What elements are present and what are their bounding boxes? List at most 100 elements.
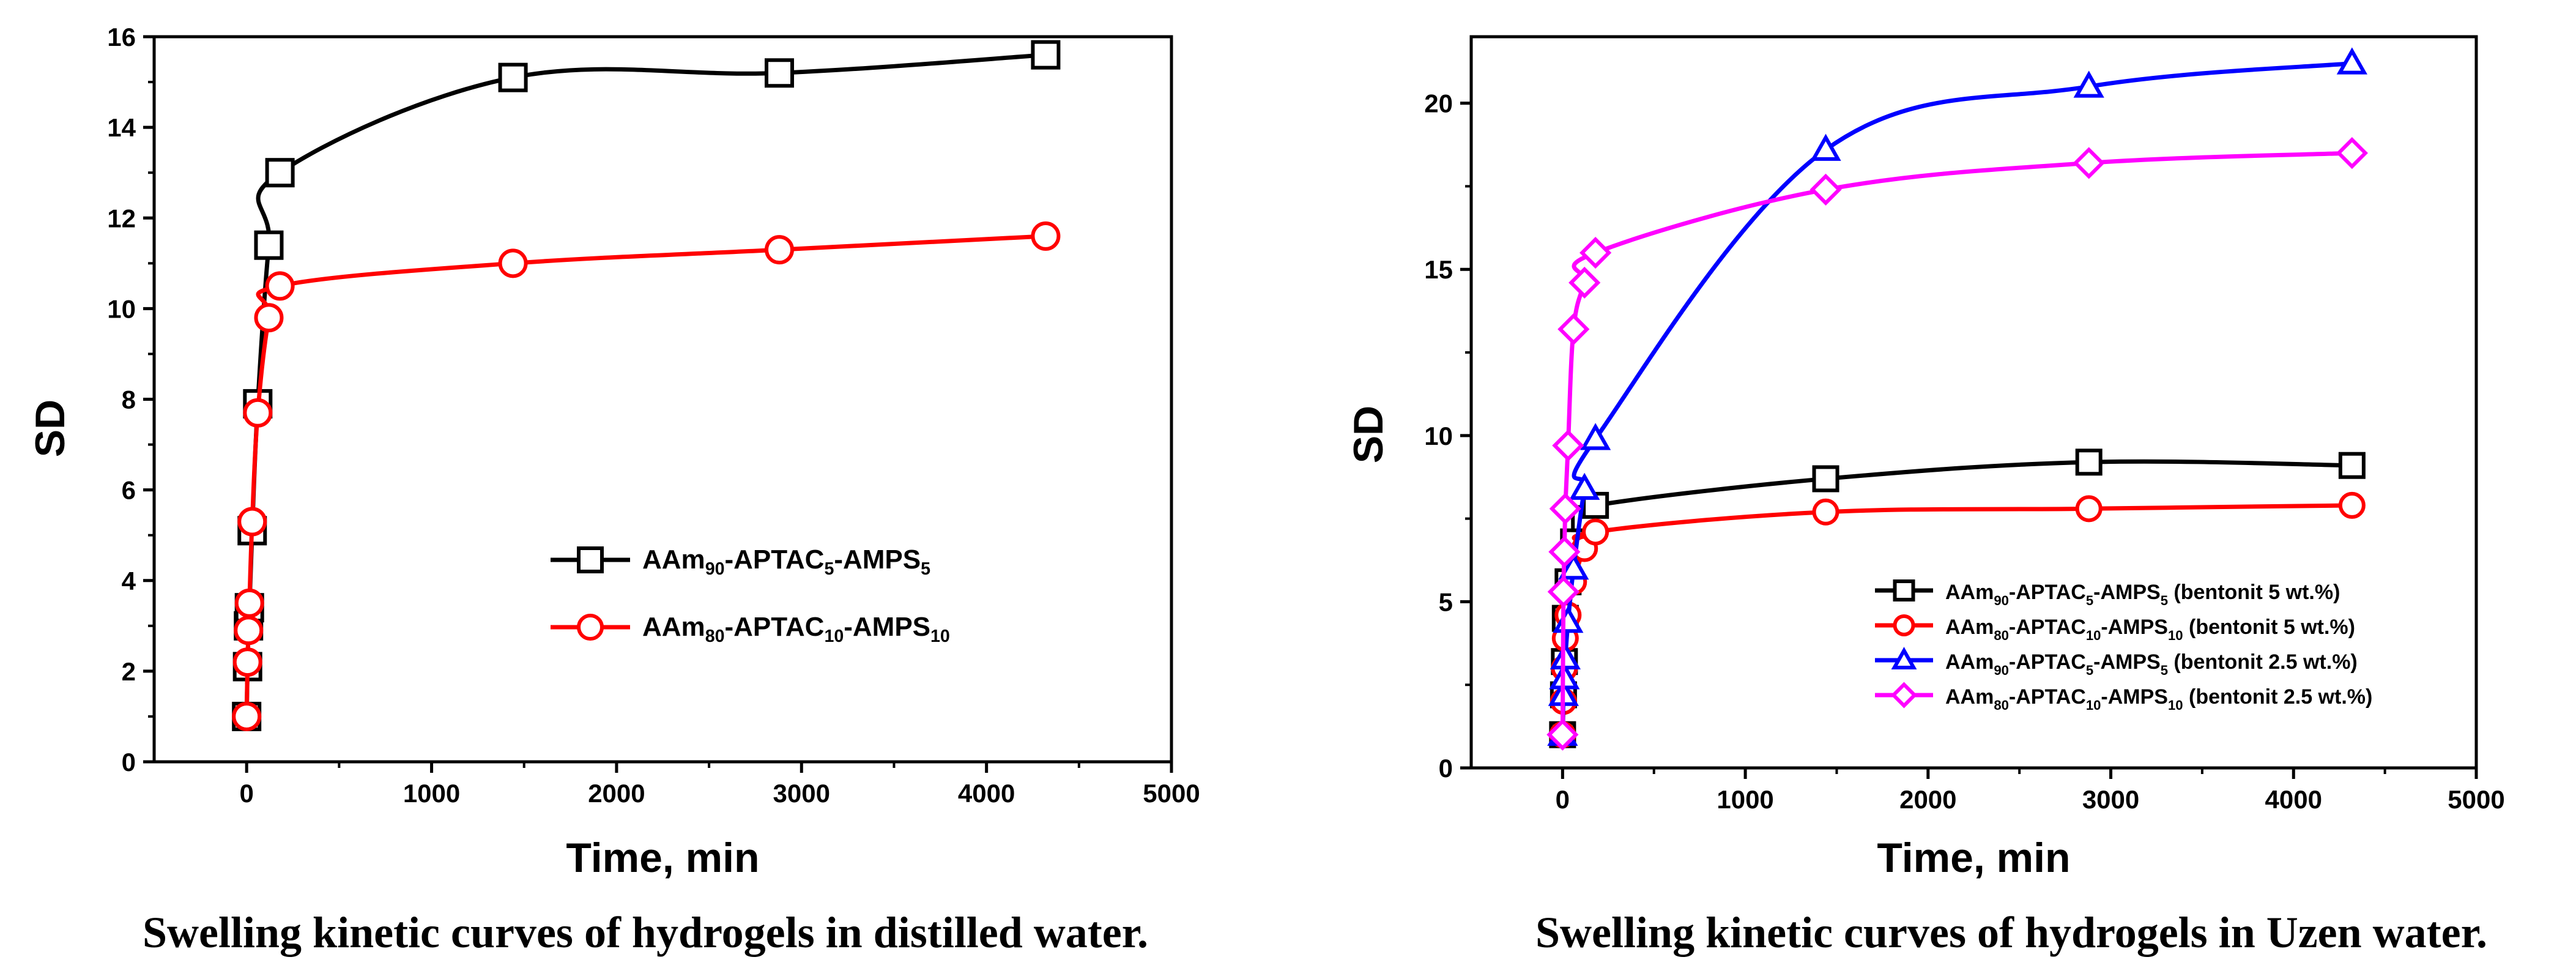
legend-label-part: -APTAC	[2009, 650, 2086, 674]
data-point-circle	[232, 647, 262, 677]
x-axis-title: Time, min	[1877, 835, 2070, 881]
data-point-circle	[254, 303, 284, 333]
y-tick-label: 6	[122, 476, 136, 505]
data-point-circle	[234, 588, 264, 618]
legend-marker	[1893, 614, 1915, 636]
data-point-triangle	[2073, 70, 2104, 98]
chart-uzen-water: 0 1000 2000 3000 4000 5000 0 5 10 15 20 Time, min SD…	[1345, 35, 2505, 957]
legend-label: AAm80-APTAC10-AMPS10 (bentonit 2.5 wt.%)	[1945, 685, 2372, 713]
legend-label-part: AAm	[642, 545, 705, 575]
y-tick-label: 10	[107, 294, 136, 323]
y-tick-label: 14	[107, 113, 136, 142]
legend-label-part: -AMPS	[2093, 650, 2161, 674]
data-point-diamond	[2336, 137, 2368, 169]
legend-label-part: (bentonit 5 wt.%)	[2183, 616, 2355, 639]
data-point-diamond	[1810, 173, 1842, 206]
legend: AAm90-APTAC5-AMPS5 (bentonit 5 wt.%)AAm8…	[1875, 579, 2372, 713]
series-aam80-aptac10-amps10-bentonit-2-5-wt	[1546, 137, 2368, 751]
y-tick-label: 0	[122, 748, 136, 776]
x-tick-label: 1000	[403, 779, 460, 808]
y-axis-title: SD	[27, 400, 73, 457]
x-tick-label: 1000	[1717, 785, 1773, 814]
legend-label-sub: 10	[2168, 698, 2183, 713]
data-point-triangle	[2336, 47, 2367, 75]
x-tick-label: 4000	[2265, 785, 2322, 814]
legend-label-part: -AMPS	[2093, 581, 2161, 604]
data-point-square	[1812, 465, 1839, 493]
legend-label: AAm90-APTAC5-AMPS5	[642, 545, 930, 579]
legend-label-part: -APTAC	[2009, 616, 2086, 639]
legend-marker	[1891, 647, 1917, 669]
y-tick-label: 16	[107, 23, 136, 51]
legend-label: AAm90-APTAC5-AMPS5 (bentonit 2.5 wt.%)	[1945, 650, 2358, 678]
x-tick-label: 5000	[2448, 785, 2504, 814]
legend-marker	[1893, 579, 1915, 601]
data-point-circle	[1812, 498, 1839, 526]
data-point-circle	[764, 235, 794, 265]
plot-frame	[1469, 35, 2478, 770]
data-point-diamond	[2073, 147, 2105, 179]
legend-label-part: -AMPS	[2101, 685, 2168, 709]
data-point-square	[265, 158, 295, 188]
data-point-circle	[234, 616, 264, 646]
y-tick-label: 5	[1439, 587, 1453, 616]
x-tick-label: 3000	[2082, 785, 2139, 814]
legend-label-part: -APTAC	[725, 545, 825, 575]
legend-label-sub: 5	[2161, 593, 2168, 608]
legend-label-sub: 5	[921, 559, 930, 579]
legend-label-sub: 80	[705, 627, 725, 646]
legend-label-part: -APTAC	[2009, 581, 2086, 604]
legend-label-part: (bentonit 2.5 wt.%)	[2183, 685, 2373, 709]
data-point-circle	[2075, 495, 2103, 523]
series-aam80-aptac10-amps10	[232, 221, 1061, 731]
legend-label: AAm80-APTAC10-AMPS10	[642, 612, 950, 646]
legend-label-part: AAm	[1945, 581, 1994, 604]
data-point-diamond	[1546, 718, 1579, 751]
legend-item: AAm80-APTAC10-AMPS10 (bentonit 5 wt.%)	[1875, 614, 2355, 643]
legend-marker	[577, 614, 604, 641]
legend-label-part: AAm	[1945, 616, 1994, 639]
data-point-diamond	[1549, 493, 1581, 525]
y-tick-label: 20	[1424, 89, 1453, 118]
data-point-circle	[1031, 221, 1061, 251]
x-tick-label: 0	[240, 779, 254, 808]
data-point-square	[2075, 449, 2103, 476]
x-tick-label: 2000	[588, 779, 645, 808]
legend-label-part: (bentonit 5 wt.%)	[2168, 581, 2340, 604]
y-tick-label: 15	[1424, 255, 1453, 284]
legend-marker	[1891, 682, 1917, 709]
legend-label-sub: 90	[1994, 663, 2009, 678]
legend-label-sub: 10	[2168, 628, 2183, 643]
data-point-circle	[265, 271, 295, 301]
data-point-circle	[2338, 491, 2366, 519]
data-point-diamond	[1568, 266, 1601, 299]
data-point-square	[498, 62, 528, 92]
legend-label-part: AAm	[1945, 685, 1994, 709]
plot-frame	[152, 35, 1173, 764]
legend-label-part: -AMPS	[844, 612, 930, 642]
data-point-circle	[243, 398, 273, 428]
data-point-square	[1031, 40, 1061, 70]
data-point-triangle	[1550, 642, 1581, 669]
data-point-circle	[1582, 518, 1609, 546]
x-tick-label: 3000	[773, 779, 830, 808]
legend-label-sub: 80	[1994, 698, 2009, 713]
legend-label-part: -AMPS	[2101, 616, 2168, 639]
data-point-diamond	[1557, 313, 1590, 346]
series-line	[244, 234, 1046, 717]
legend-label-part: AAm	[1945, 650, 1994, 674]
data-point-diamond	[1579, 236, 1612, 269]
y-tick-label: 2	[122, 657, 136, 686]
y-axis-title: SD	[1345, 406, 1392, 463]
legend-marker	[577, 546, 604, 573]
data-point-diamond	[1547, 576, 1579, 608]
legend-label-sub: 90	[705, 559, 725, 579]
x-tick-label: 0	[1556, 785, 1570, 814]
figure-caption: Swelling kinetic curves of hydrogels in …	[1535, 908, 2487, 957]
data-point-square	[764, 58, 794, 88]
data-point-triangle	[1558, 553, 1589, 580]
figure-caption: Swelling kinetic curves of hydrogels in …	[143, 908, 1148, 957]
legend-item: AAm80-APTAC10-AMPS10	[551, 612, 950, 646]
legend-label-part: -AMPS	[834, 545, 921, 575]
